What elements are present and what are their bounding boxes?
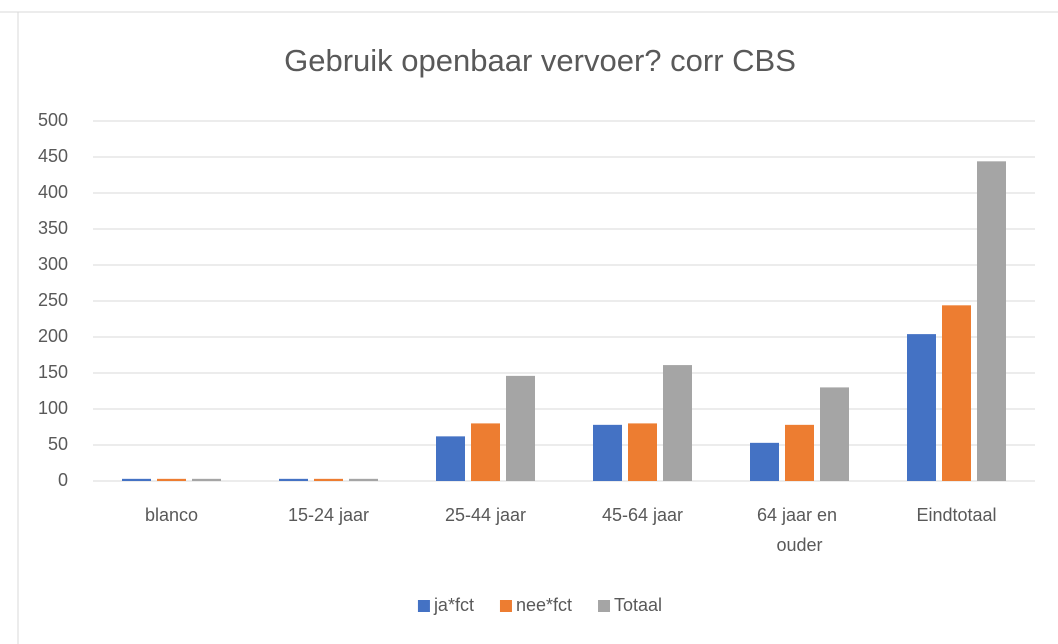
bar bbox=[628, 423, 657, 481]
y-tick-label: 50 bbox=[48, 434, 68, 454]
legend-label: nee*fct bbox=[516, 595, 572, 615]
bar bbox=[977, 161, 1006, 481]
y-tick-label: 100 bbox=[38, 398, 68, 418]
y-tick-label: 500 bbox=[38, 110, 68, 130]
y-tick-label: 150 bbox=[38, 362, 68, 382]
y-tick-label: 250 bbox=[38, 290, 68, 310]
chart-title: Gebruik openbaar vervoer? corr CBS bbox=[284, 43, 796, 78]
bar bbox=[907, 334, 936, 481]
x-tick-label: 45-64 jaar bbox=[602, 505, 683, 525]
bar bbox=[506, 375, 535, 481]
y-tick-label: 350 bbox=[38, 218, 68, 238]
bar bbox=[593, 424, 622, 481]
legend-item: ja*fct bbox=[417, 595, 474, 615]
bar bbox=[122, 478, 151, 481]
y-tick-label: 0 bbox=[58, 470, 68, 490]
bar bbox=[349, 478, 378, 481]
x-tick-label: Eindtotaal bbox=[916, 505, 996, 525]
legend-item: nee*fct bbox=[499, 595, 572, 615]
x-tick-label: blanco bbox=[145, 505, 198, 525]
x-tick-label: 25-44 jaar bbox=[445, 505, 526, 525]
legend-label: Totaal bbox=[614, 595, 662, 615]
bar bbox=[750, 442, 779, 481]
bar bbox=[157, 478, 186, 481]
legend-swatch bbox=[598, 600, 611, 612]
bar bbox=[942, 305, 971, 481]
x-tick-label: 15-24 jaar bbox=[288, 505, 369, 525]
y-tick-label: 300 bbox=[38, 254, 68, 274]
legend-label: ja*fct bbox=[433, 595, 474, 615]
y-tick-label: 450 bbox=[38, 146, 68, 166]
bar bbox=[785, 424, 814, 481]
bar bbox=[314, 478, 343, 481]
bar bbox=[820, 387, 849, 481]
y-tick-label: 400 bbox=[38, 182, 68, 202]
bar bbox=[436, 436, 465, 481]
x-tick-label: 64 jaar en ouder bbox=[757, 505, 842, 555]
bar bbox=[471, 423, 500, 481]
legend-item: Totaal bbox=[598, 595, 662, 615]
bar bbox=[192, 478, 221, 481]
y-tick-label: 200 bbox=[38, 326, 68, 346]
bar bbox=[663, 365, 692, 481]
legend-swatch bbox=[499, 600, 512, 612]
legend-swatch bbox=[417, 600, 430, 612]
bar bbox=[279, 478, 308, 481]
